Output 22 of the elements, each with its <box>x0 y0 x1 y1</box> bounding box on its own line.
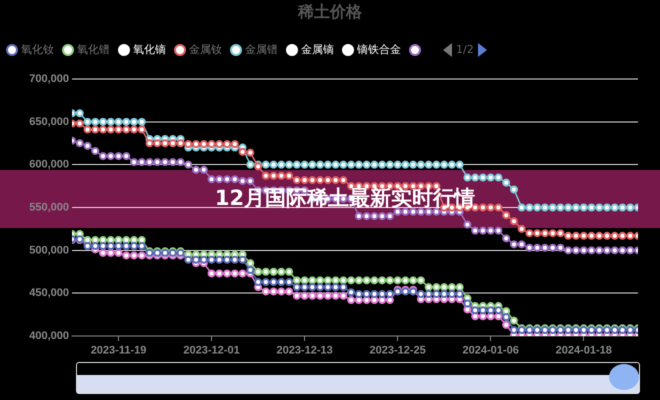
y-tick-label: 500,000 <box>29 244 69 256</box>
text: 1/2 <box>456 43 474 56</box>
x-tick-label: 2023-11-19 <box>90 344 146 357</box>
x-tick-label: 2023-12-25 <box>370 344 426 357</box>
y-tick-label: 700,000 <box>29 73 69 86</box>
y-tick-label: 600,000 <box>29 158 69 171</box>
legend-label: 金属镝 <box>301 42 334 57</box>
legend-label: 氧化镨 <box>77 42 110 57</box>
x-tick-label: 2023-12-13 <box>276 344 333 357</box>
y-tick-label: 400,000 <box>29 330 69 342</box>
y-tick-label: 550,000 <box>29 202 69 214</box>
legend-label: 金属钕 <box>189 42 222 57</box>
x-tick-label: 2024-01-18 <box>556 344 612 357</box>
legend-label: 氧化钕 <box>21 42 54 57</box>
legend-label: 金属镨 <box>245 42 278 57</box>
x-tick-label: 2023-12-01 <box>183 344 240 357</box>
legend-label: 镝铁合金 <box>357 42 401 57</box>
y-tick-label: 650,000 <box>29 116 69 128</box>
chart-title: 稀土价格 <box>296 2 363 23</box>
y-tick-label: 450,000 <box>29 287 69 300</box>
x-tick-label: 2024-01-06 <box>462 344 519 357</box>
legend-label: 氧化镝 <box>133 42 166 57</box>
